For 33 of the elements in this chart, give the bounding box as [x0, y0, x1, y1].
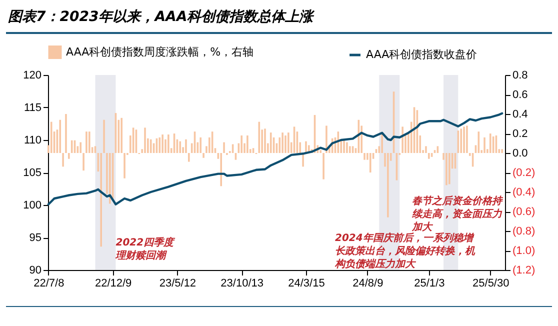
y2-tick-label: (1.2) — [512, 264, 536, 276]
legend-label: AAA科创债指数收盘价 — [366, 48, 478, 61]
y2-tick-label: 0.6 — [512, 89, 528, 101]
line-series — [47, 112, 504, 206]
x-tick-label: 22/7/8 — [34, 278, 64, 290]
x-tick-label: 22/12/9 — [94, 278, 132, 290]
y-tick-label: 95 — [29, 232, 42, 244]
y2-tick-label: 0.0 — [512, 148, 528, 160]
x-tick-label: 24/3/15 — [288, 278, 325, 290]
x-tick-label: 24/8/9 — [352, 278, 384, 290]
y2-tick-label: (0.8) — [512, 226, 536, 238]
y-tick-label: 115 — [24, 102, 42, 114]
annotation: 2024年国庆前后，一系列稳增长政策出台，风险偏好转换，机构负债端压力加大 — [334, 232, 476, 270]
y-tick-label: 105 — [23, 167, 42, 179]
y-tick-label: 100 — [23, 200, 42, 212]
y2-tick-label: (1.0) — [512, 245, 536, 257]
x-tick-label: 25/1/3 — [414, 278, 445, 290]
x-tick-label: 23/5/12 — [159, 278, 196, 290]
x-tick-label: 23/10/13 — [220, 278, 264, 290]
annotation: 2022四季度理财赎回潮 — [114, 236, 176, 262]
y2-tick-label: (0.6) — [512, 206, 536, 218]
y2-tick-label: 0.2 — [512, 128, 528, 140]
y2-tick-label: (0.4) — [512, 186, 536, 198]
annotation: 春节之后资金价格持续走高，资金面压力加大 — [411, 195, 504, 233]
chart-title: 图表7：2023年以来，AAA科创债指数总体上涨 — [8, 8, 314, 26]
y2-tick-label: (0.2) — [512, 167, 536, 179]
y2-tick-label: 0.8 — [512, 70, 528, 82]
y-tick-label: 120 — [23, 70, 42, 82]
y-tick-label: 90 — [29, 264, 42, 276]
legend-label: AAA科创债指数周度涨跌幅，%，右轴 — [66, 45, 254, 58]
y-tick-label: 110 — [24, 134, 42, 146]
x-tick-label: 25/5/30 — [472, 278, 510, 290]
y2-tick-label: 0.4 — [512, 108, 528, 120]
